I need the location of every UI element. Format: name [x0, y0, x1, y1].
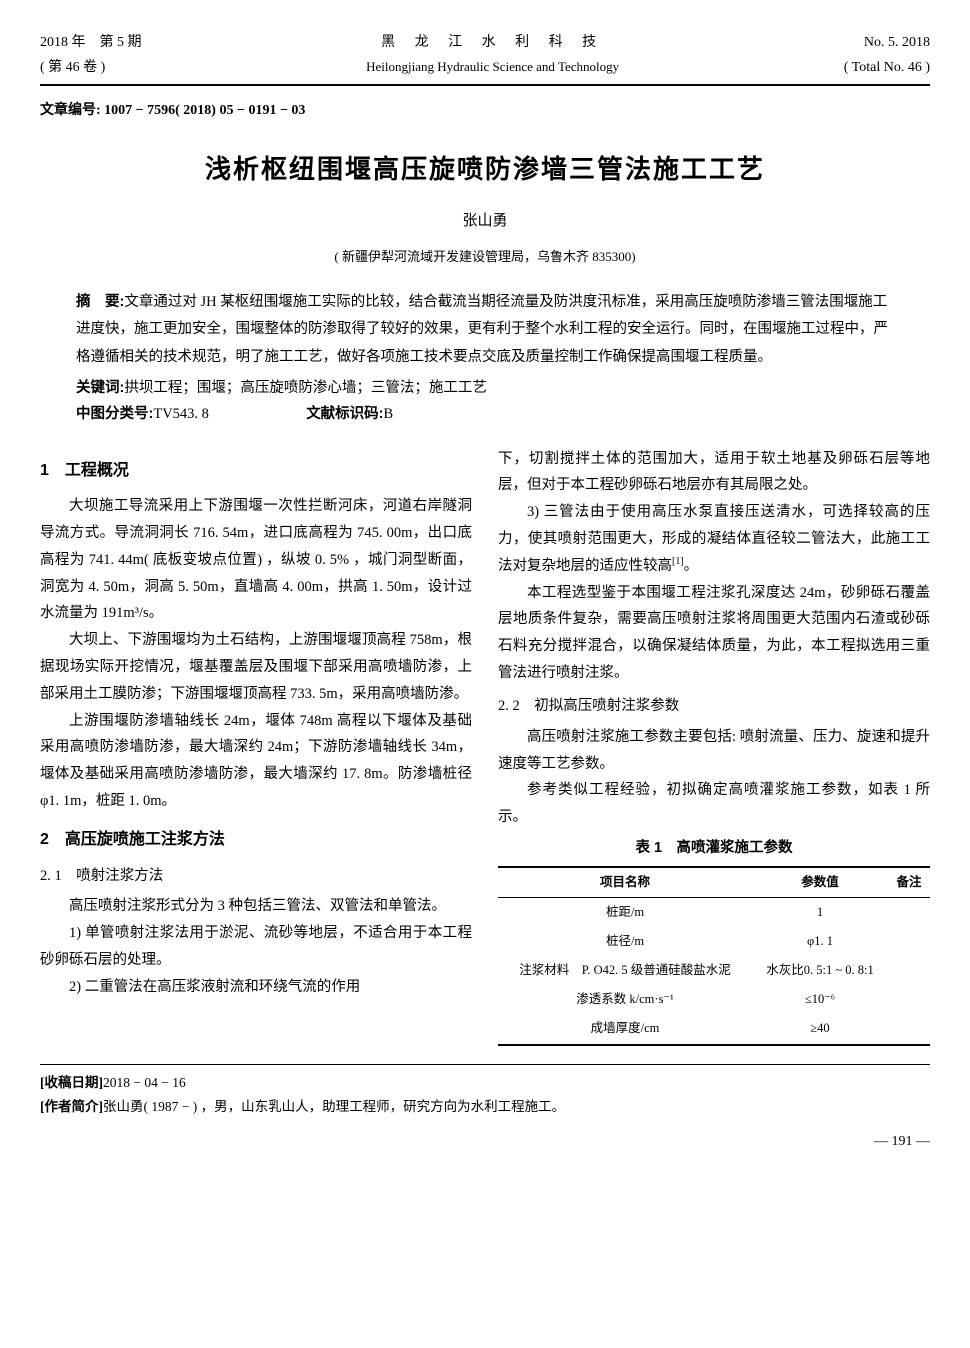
table-cell: 桩径/m: [498, 927, 752, 956]
header-left: 2018 年 第 5 期 ( 第 46 卷 ): [40, 30, 142, 80]
section-1-heading: 1 工程概况: [40, 456, 472, 486]
table-row: 注浆材料 P. O42. 5 级普通硅酸盐水泥 水灰比0. 5:1 ~ 0. 8…: [498, 956, 930, 985]
table-row: 渗透系数 k/cm·s⁻¹ ≤10⁻⁶: [498, 985, 930, 1014]
classification-line: 中图分类号:TV543. 8 文献标识码:B: [76, 401, 894, 427]
body-paragraph: 上游围堰防渗墙轴线长 24m，堰体 748m 高程以下堰体及基础采用高喷防渗墙防…: [40, 708, 472, 815]
keywords-label: 关键词:: [76, 380, 124, 396]
column-right: 下，切割搅拌土体的范围加大，适用于软土地基及卵砾石层等地层，但对于本工程砂卵砾石…: [498, 446, 930, 1046]
header-center-block: 黑 龙 江 水 利 科 技 Heilongjiang Hydraulic Sci…: [366, 30, 619, 80]
body-paragraph: 高压喷射注浆形式分为 3 种包括三管法、双管法和单管法。: [40, 893, 472, 920]
doc-code-label: 文献标识码:: [306, 406, 383, 422]
table-cell: 渗透系数 k/cm·s⁻¹: [498, 985, 752, 1014]
author-bio-line: [作者简介]张山勇( 1987 − ) ，男，山东乳山人，助理工程师，研究方向为…: [40, 1095, 930, 1119]
keywords-text: 拱坝工程；围堰；高压旋喷防渗心墙；三管法；施工工艺: [124, 380, 487, 396]
table-cell: ≤10⁻⁶: [752, 985, 888, 1014]
table-1: 项目名称 参数值 备注 桩距/m 1 桩径/m φ1. 1 注浆材料 P. O4: [498, 866, 930, 1046]
author-name: 张山勇: [40, 208, 930, 235]
article-id: 文章编号: 1007 − 7596( 2018) 05 − 0191 − 03: [40, 98, 930, 123]
column-left: 1 工程概况 大坝施工导流采用上下游围堰一次性拦断河床，河道右岸隧洞导流方式。导…: [40, 446, 472, 1046]
abstract-text: 文章通过对 JH 某枢纽围堰施工实际的比较，结合截流当期径流量及防洪度汛标准，采…: [76, 294, 888, 365]
body-paragraph: 高压喷射注浆施工参数主要包括: 喷射流量、压力、旋速和提升速度等工艺参数。: [498, 724, 930, 778]
header-year-issue: 2018 年 第 5 期: [40, 30, 142, 55]
received-date-label: [收稿日期]: [40, 1075, 103, 1090]
author-affiliation: ( 新疆伊犁河流域开发建设管理局，乌鲁木齐 835300): [40, 245, 930, 268]
received-date-line: [收稿日期]2018 − 04 − 16: [40, 1071, 930, 1095]
table-1-caption: 表 1 高喷灌浆施工参数: [498, 835, 930, 862]
article-title: 浅析枢纽围堰高压旋喷防渗墙三管法施工工艺: [40, 146, 930, 193]
footer-block: [收稿日期]2018 − 04 − 16 [作者简介]张山勇( 1987 − )…: [40, 1064, 930, 1120]
table-cell: φ1. 1: [752, 927, 888, 956]
table-cell: [888, 927, 930, 956]
table-header-row: 项目名称 参数值 备注: [498, 867, 930, 898]
table-cell: 桩距/m: [498, 897, 752, 927]
table-row: 桩距/m 1: [498, 897, 930, 927]
body-paragraph: 1) 单管喷射注浆法用于淤泥、流砂等地层，不适合用于本工程砂卵砾石层的处理。: [40, 920, 472, 974]
abstract-block: 摘 要:文章通过对 JH 某枢纽围堰施工实际的比较，结合截流当期径流量及防洪度汛…: [76, 289, 894, 372]
received-date: 2018 − 04 − 16: [103, 1075, 186, 1090]
section-2-1-heading: 2. 1 喷射注浆方法: [40, 863, 472, 890]
body-paragraph: 本工程选型鉴于本围堰工程注浆孔深度达 24m，砂卵砾石覆盖层地质条件复杂，需要高…: [498, 580, 930, 687]
table-row: 桩径/m φ1. 1: [498, 927, 930, 956]
table-cell: 成墙厚度/cm: [498, 1014, 752, 1044]
section-2-2-heading: 2. 2 初拟高压喷射注浆参数: [498, 693, 930, 720]
body-columns: 1 工程概况 大坝施工导流采用上下游围堰一次性拦断河床，河道右岸隧洞导流方式。导…: [40, 446, 930, 1046]
header-right: No. 5. 2018 ( Total No. 46 ): [844, 30, 930, 80]
author-bio-label: [作者简介]: [40, 1099, 103, 1114]
table-row: 成墙厚度/cm ≥40: [498, 1014, 930, 1044]
author-bio: 张山勇( 1987 − ) ，男，山东乳山人，助理工程师，研究方向为水利工程施工…: [103, 1099, 565, 1114]
header-total-no: ( Total No. 46 ): [844, 55, 930, 80]
table-header-cell: 参数值: [752, 867, 888, 898]
page-number: — 191 —: [40, 1129, 930, 1154]
table-cell: 水灰比0. 5:1 ~ 0. 8:1: [752, 956, 888, 985]
citation-ref: [1]: [672, 556, 684, 567]
table-cell: [888, 956, 930, 985]
clc-label: 中图分类号:: [76, 406, 153, 422]
table-cell: [888, 985, 930, 1014]
doc-code-value: B: [384, 406, 394, 422]
section-2-heading: 2 高压旋喷施工注浆方法: [40, 825, 472, 855]
body-paragraph: 大坝施工导流采用上下游围堰一次性拦断河床，河道右岸隧洞导流方式。导流洞洞长 71…: [40, 493, 472, 627]
body-paragraph: 大坝上、下游围堰均为土石结构，上游围堰堰顶高程 758m，根据现场实际开挖情况，…: [40, 627, 472, 707]
body-paragraph: 参考类似工程经验，初拟确定高喷灌浆施工参数，如表 1 所示。: [498, 777, 930, 831]
table-cell: ≥40: [752, 1014, 888, 1044]
clc-value: TV543. 8: [153, 406, 209, 422]
table-cell: [888, 1014, 930, 1044]
keywords-line: 关键词:拱坝工程；围堰；高压旋喷防渗心墙；三管法；施工工艺: [76, 375, 894, 401]
body-paragraph: 下，切割搅拌土体的范围加大，适用于软土地基及卵砾石层等地层，但对于本工程砂卵砾石…: [498, 446, 930, 500]
running-header: 2018 年 第 5 期 ( 第 46 卷 ) 黑 龙 江 水 利 科 技 He…: [40, 30, 930, 86]
body-paragraph: 3) 三管法由于使用高压水泵直接压送清水，可选择较高的压力，使其喷射范围更大，形…: [498, 499, 930, 579]
header-issue-no: No. 5. 2018: [844, 30, 930, 55]
journal-name-en: Heilongjiang Hydraulic Science and Techn…: [366, 55, 619, 78]
body-paragraph: 2) 二重管法在高压浆液射流和环绕气流的作用: [40, 974, 472, 1001]
table-cell: 1: [752, 897, 888, 927]
abstract-label: 摘 要:: [76, 294, 124, 310]
table-header-cell: 备注: [888, 867, 930, 898]
journal-name-cn: 黑 龙 江 水 利 科 技: [366, 30, 619, 55]
table-cell: 注浆材料 P. O42. 5 级普通硅酸盐水泥: [498, 956, 752, 985]
table-header-cell: 项目名称: [498, 867, 752, 898]
table-cell: [888, 897, 930, 927]
header-volume: ( 第 46 卷 ): [40, 55, 142, 80]
